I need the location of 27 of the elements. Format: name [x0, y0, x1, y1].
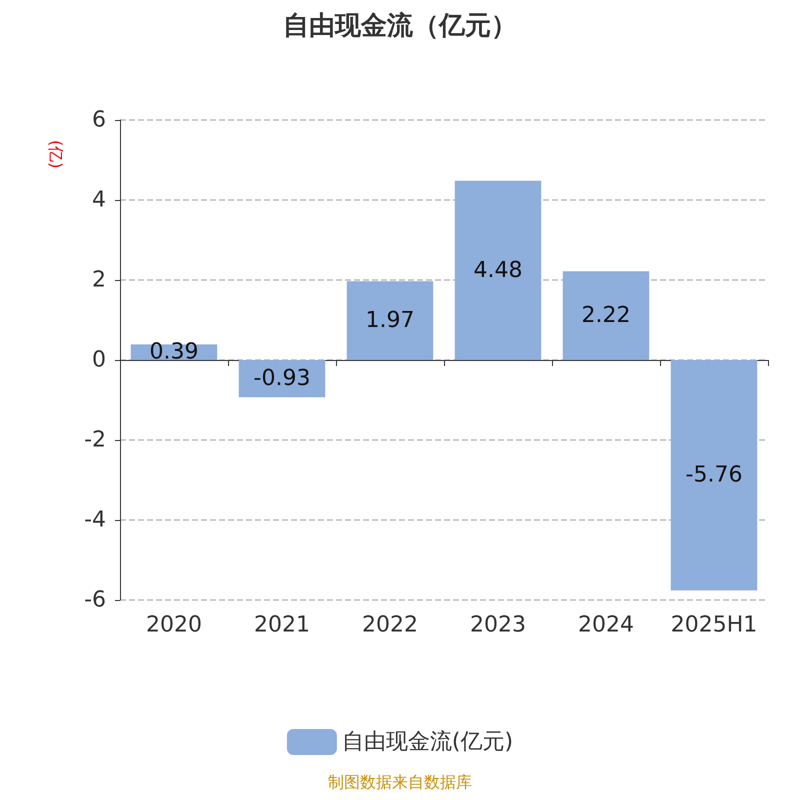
legend-label: 自由现金流(亿元)	[342, 730, 514, 754]
y-tick-label: 6	[92, 108, 106, 132]
data-label: 0.39	[150, 340, 198, 365]
y-tick-label: 0	[92, 348, 106, 372]
y-tick-label: 2	[92, 268, 106, 292]
bar	[346, 281, 434, 360]
data-label: -5.76	[686, 462, 742, 488]
x-tick-label: 2020	[146, 612, 202, 638]
y-tick-label: -2	[84, 428, 106, 452]
y-tick-label: -4	[84, 508, 106, 532]
text: 制图数据来自数据库	[328, 772, 472, 792]
x-tick-label: 2021	[254, 612, 310, 638]
y-axis-title: (亿)	[46, 140, 66, 168]
data-label: 1.97	[366, 308, 414, 334]
bar	[670, 360, 758, 590]
data-label: 2.22	[582, 303, 630, 328]
y-tick-label: -6	[84, 588, 106, 612]
chart-title: 自由现金流（亿元）	[283, 11, 517, 41]
bar	[454, 180, 542, 360]
y-tick-label: 4	[92, 188, 106, 212]
bar	[562, 271, 650, 360]
x-tick-label: 2024	[578, 612, 634, 638]
data-label: -0.93	[254, 366, 310, 392]
x-tick-label: 2025H1	[670, 612, 758, 638]
data-label: 4.48	[474, 258, 522, 283]
x-tick-label: 2023	[470, 612, 526, 638]
x-tick-label: 2022	[362, 612, 418, 638]
